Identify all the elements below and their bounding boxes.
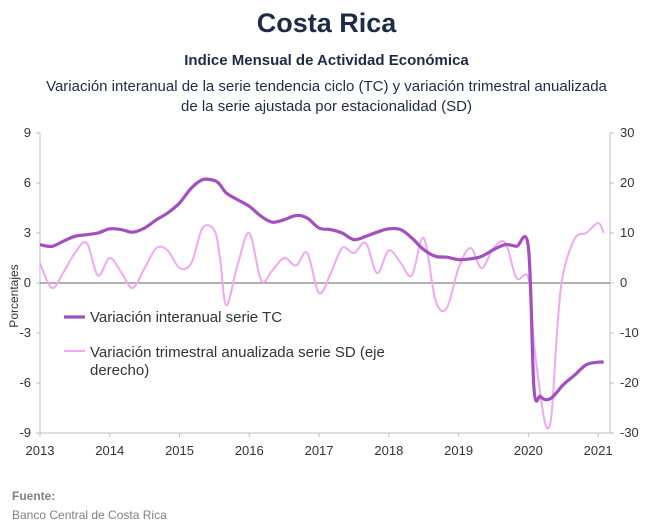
x-tick-label: 2019 <box>444 443 473 458</box>
source-text: Banco Central de Costa Rica <box>12 508 167 522</box>
legend-label-sd: Variación trimestral anualizada serie SD… <box>90 344 385 379</box>
y-left-tick-label: 6 <box>24 175 31 190</box>
source-heading: Fuente: <box>12 489 56 503</box>
y-left-tick-label: -3 <box>19 325 31 340</box>
legend-label-tc: Variación interanual serie TC <box>90 309 282 326</box>
y-right-tick-label: 0 <box>620 275 627 290</box>
y-left-tick-label: 0 <box>24 275 31 290</box>
x-tick-label: 2017 <box>305 443 334 458</box>
chart-description-line-2: de la serie ajustada por estacionalidad … <box>181 98 472 115</box>
y-left-tick-label: -9 <box>19 425 31 440</box>
y-left-tick-label: 9 <box>24 125 31 140</box>
y-left-tick-label: -6 <box>19 375 31 390</box>
x-tick-label: 2013 <box>26 443 55 458</box>
y-right-tick-label: -20 <box>620 375 639 390</box>
x-tick-label: 2018 <box>374 443 403 458</box>
series-line-tc <box>39 177 604 403</box>
y-right-tick-label: 30 <box>620 125 634 140</box>
x-tick-label: 2015 <box>165 443 194 458</box>
x-tick-label: 2016 <box>235 443 264 458</box>
chart-description-line-1: Variación interanual de la serie tendenc… <box>46 78 607 95</box>
chart-description: Variación interanual de la serie tendenc… <box>0 77 653 117</box>
chart-title: Costa Rica <box>256 8 397 38</box>
x-tick-label: 2020 <box>514 443 543 458</box>
series-line-sd <box>39 222 605 430</box>
y-axis-label: Porcentajes <box>7 264 21 327</box>
y-right-tick-label: -30 <box>620 425 639 440</box>
chart-legend: Variación interanual serie TC Variación t… <box>64 309 385 379</box>
y-right-tick-label: 20 <box>620 175 634 190</box>
x-tick-label: 2014 <box>95 443 124 458</box>
y-right-tick-label: -10 <box>620 325 639 340</box>
chart-subtitle: Indice Mensual de Actividad Económica <box>184 52 469 69</box>
y-left-tick-label: 3 <box>24 225 31 240</box>
x-tick-label: 2021 <box>584 443 613 458</box>
chart-series <box>39 177 605 430</box>
y-right-tick-label: 10 <box>620 225 634 240</box>
